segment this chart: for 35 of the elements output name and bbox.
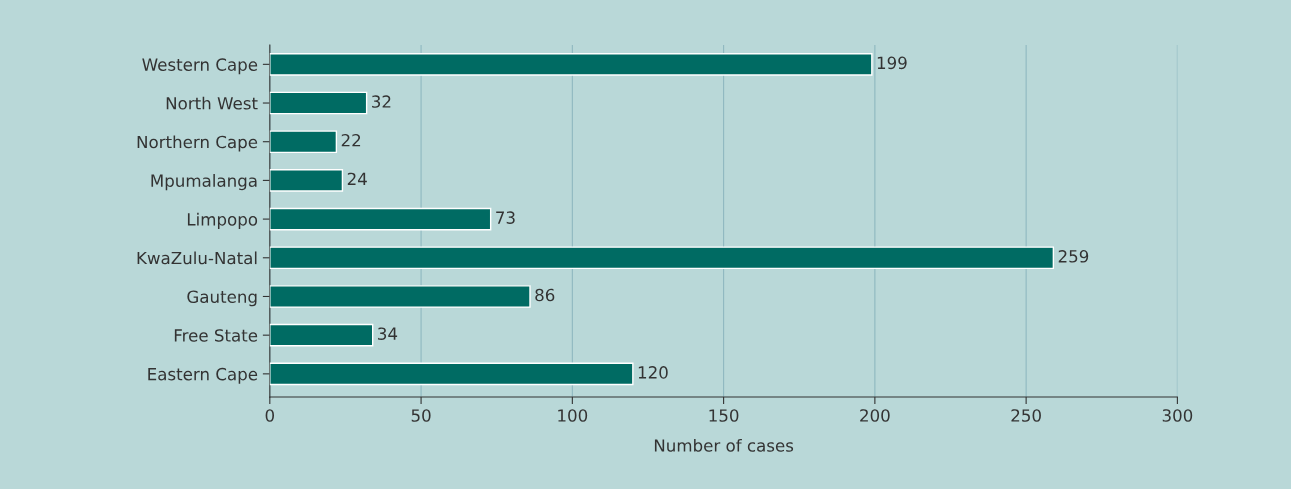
bar (269, 323, 374, 347)
y-tick-label: North West (166, 96, 258, 110)
data-label: 24 (347, 172, 367, 185)
y-tick-label: Eastern Cape (148, 367, 258, 384)
data-label: 34 (378, 327, 398, 340)
y-tick-label: Northern Cape (137, 135, 258, 152)
x-tick-label: 150 (709, 409, 739, 422)
bar (269, 285, 531, 308)
bar (269, 169, 344, 192)
data-label: 73 (496, 211, 515, 224)
x-tick-label: 200 (860, 409, 890, 422)
y-tick-label: Limpopo (187, 212, 258, 229)
data-label: 86 (535, 288, 555, 302)
bar (269, 130, 338, 154)
data-label: 32 (372, 95, 391, 108)
y-tick-label: Free State (174, 329, 258, 342)
x-tick-label: 0 (265, 409, 275, 422)
x-axis-title: Number of cases (654, 438, 794, 452)
data-label: 259 (1058, 250, 1089, 263)
bar (269, 246, 1055, 270)
x-tick-label: 300 (1162, 409, 1193, 422)
x-tick-label: 100 (558, 409, 588, 422)
y-tick-label: Gauteng (187, 290, 257, 307)
data-label: 22 (341, 133, 361, 147)
bar (269, 91, 368, 115)
data-label: 120 (638, 366, 668, 379)
y-tick-label: Western Cape (142, 58, 258, 75)
y-tick-label: KwaZulu-Natal (137, 251, 257, 265)
x-tick-label: 250 (1011, 409, 1041, 422)
x-tick-label: 50 (411, 409, 431, 422)
y-tick-label: Mpumalanga (151, 174, 257, 191)
bar (269, 207, 492, 231)
data-label: 199 (877, 56, 907, 70)
bar (269, 362, 634, 386)
bar (269, 52, 873, 76)
